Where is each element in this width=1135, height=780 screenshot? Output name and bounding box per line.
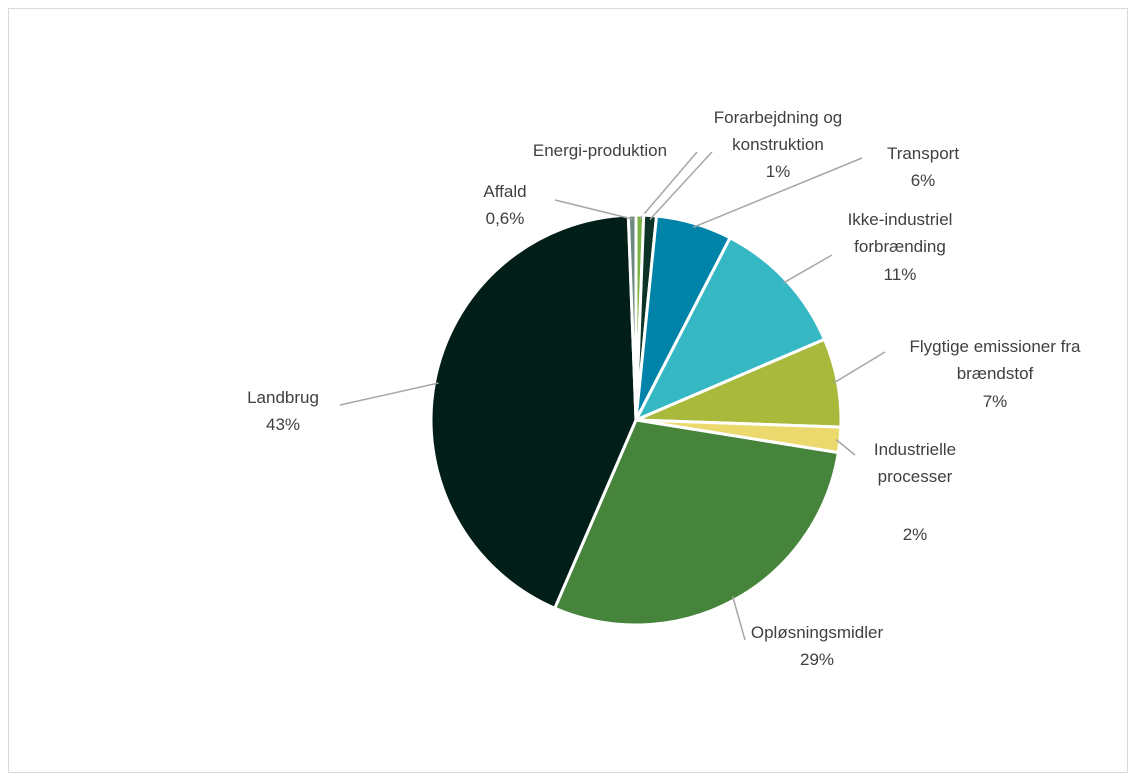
- leader-line: [692, 157, 863, 228]
- category-label: Industrielle processer: [873, 440, 957, 486]
- leader-line: [639, 151, 698, 220]
- category-label: Ikke-industriel forbrænding: [847, 210, 953, 256]
- category-label: Energi-produktion: [532, 141, 668, 160]
- value-label: 2%: [902, 525, 928, 544]
- value-label: 6%: [910, 171, 936, 190]
- pie-slice: [429, 213, 638, 611]
- value-label: 0,6%: [485, 209, 525, 228]
- category-label: Affald: [483, 182, 527, 201]
- chart-frame: [8, 8, 1128, 773]
- leader-line: [339, 382, 439, 406]
- category-label: Flygtige emissioner fra brændstof: [909, 337, 1081, 383]
- leader-line: [782, 254, 833, 284]
- value-label: 7%: [982, 392, 1008, 411]
- category-label: Forarbejdning og konstruktion: [713, 108, 843, 154]
- leader-line: [554, 199, 633, 220]
- leader-line: [649, 151, 713, 220]
- leader-line: [731, 596, 746, 641]
- leader-line: [833, 351, 886, 384]
- value-label: 43%: [265, 415, 301, 434]
- category-label: Landbrug: [247, 388, 319, 407]
- category-label: Opløsningsmidler: [750, 623, 884, 642]
- pie-slice: [552, 418, 841, 627]
- pie-slice: [626, 213, 638, 421]
- value-label: 29%: [799, 650, 835, 669]
- category-label: Transport: [886, 144, 960, 163]
- leader-line: [835, 438, 856, 456]
- value-label: 1%: [765, 162, 791, 181]
- pie-slice: [632, 235, 827, 424]
- value-label: 11%: [883, 265, 917, 284]
